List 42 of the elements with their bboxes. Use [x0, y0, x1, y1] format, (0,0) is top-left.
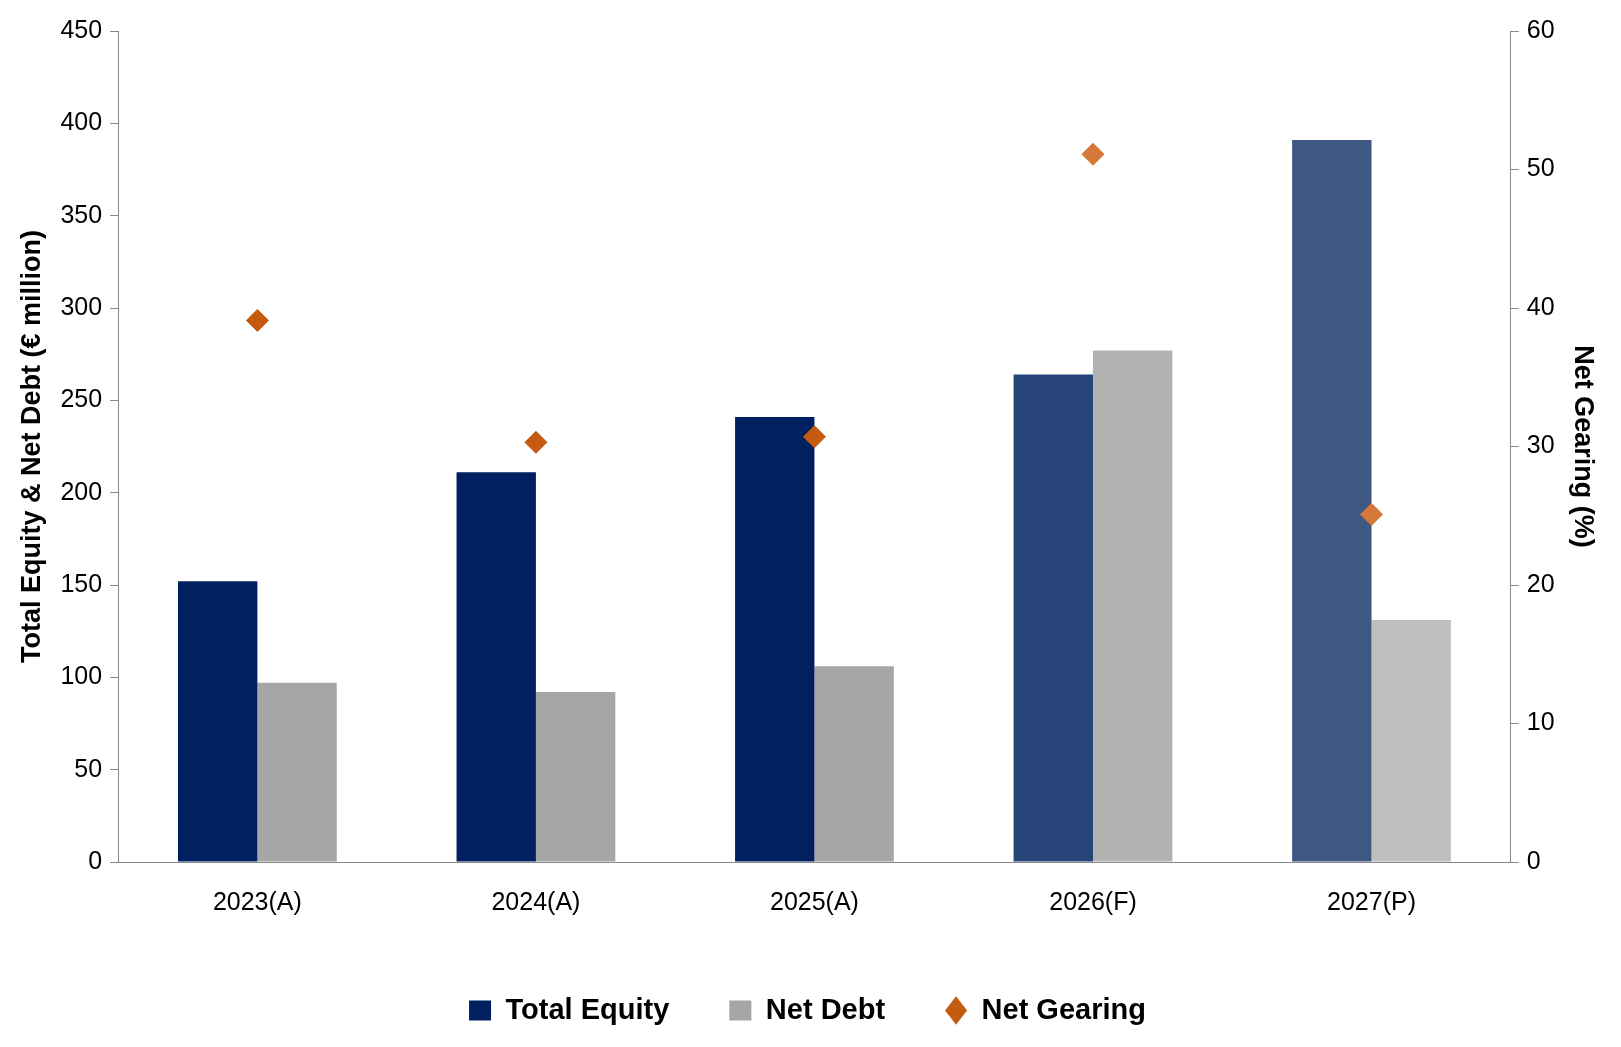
point [1081, 142, 1105, 166]
point [245, 308, 269, 332]
point [1360, 502, 1384, 526]
bar [178, 581, 258, 862]
y-tick-label: 350 [60, 199, 103, 228]
bar [735, 416, 815, 862]
bar [456, 472, 536, 862]
y-tick-label: 50 [74, 753, 103, 782]
y-axis-title: Total Equity & Net Debt (€ million) [15, 229, 46, 664]
y-tick-label: 150 [60, 568, 103, 597]
x-tick-label: 2027(P) [1327, 886, 1416, 915]
x-tick-label: 2023(A) [212, 886, 302, 915]
y-tick-label: 100 [60, 661, 103, 690]
legend-label: Total Equity [505, 992, 670, 1025]
y2-tick-label: 20 [1526, 568, 1555, 597]
y-tick-label: 200 [60, 476, 103, 505]
x-tick-label: 2024(A) [491, 886, 581, 915]
bar [1092, 350, 1173, 862]
y2-tick-label: 30 [1526, 430, 1555, 459]
y2-tick-label: 40 [1526, 291, 1555, 320]
y2-tick-label: 0 [1526, 845, 1541, 874]
bar [1371, 620, 1451, 862]
x-tick-label: 2026(F) [1049, 886, 1137, 915]
bar [1292, 139, 1372, 862]
y2-axis-title: Net Gearing (%) [1569, 345, 1600, 548]
y2-tick-label: 50 [1526, 153, 1555, 182]
x-tick-label: 2025(A) [769, 886, 859, 915]
bar [535, 692, 616, 862]
y2-tick-label: 60 [1526, 14, 1555, 43]
y-tick-label: 450 [60, 14, 103, 43]
bar [1013, 374, 1093, 862]
y-tick-label: 400 [60, 107, 103, 136]
y-tick-label: 0 [88, 845, 103, 874]
point [802, 425, 826, 449]
point [524, 430, 548, 454]
legend-label: Net Gearing [981, 992, 1146, 1025]
bar [814, 666, 894, 862]
y2-tick-label: 10 [1526, 707, 1555, 736]
y-tick-label: 300 [60, 291, 103, 320]
legend-label: Net Debt [765, 992, 886, 1025]
y-tick-label: 250 [60, 384, 103, 413]
bar [257, 682, 337, 862]
